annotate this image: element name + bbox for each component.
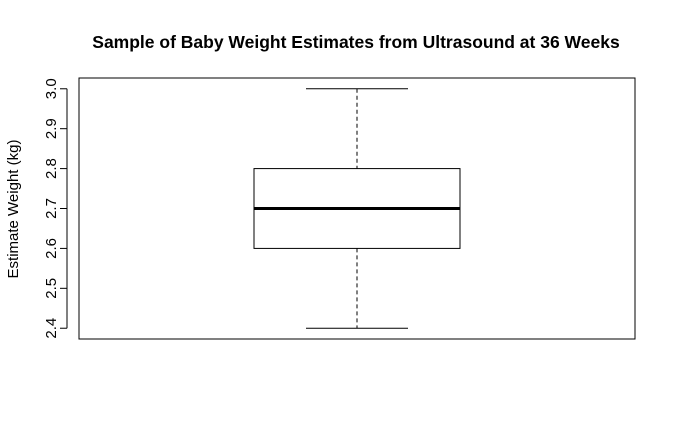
y-tick-label: 2.7	[43, 198, 60, 219]
y-tick-label: 2.9	[43, 118, 60, 139]
y-tick-label: 2.8	[43, 158, 60, 179]
y-tick-label: 2.4	[43, 318, 60, 339]
box-plot	[253, 88, 461, 329]
plot-frame	[78, 77, 636, 340]
y-axis: 2.4 2.5 2.6 2.7 2.8 2.9 3.0	[43, 78, 68, 339]
y-axis-label: Estimate Weight (kg)	[5, 140, 22, 279]
y-tick-label: 2.5	[43, 278, 60, 299]
chart-title: Sample of Baby Weight Estimates from Ult…	[92, 32, 620, 52]
y-tick-label: 3.0	[43, 78, 60, 99]
y-tick-label: 2.6	[43, 238, 60, 259]
